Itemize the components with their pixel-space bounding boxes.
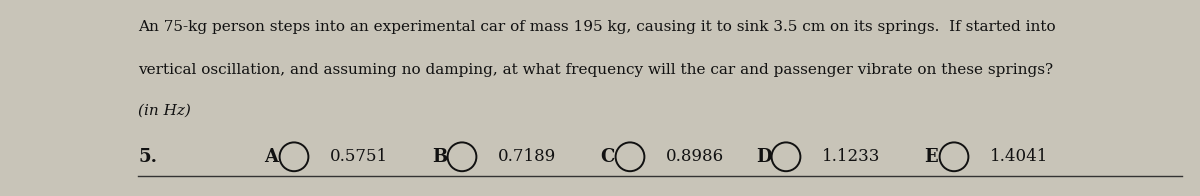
- Text: C: C: [600, 148, 614, 166]
- Text: 0.7189: 0.7189: [498, 148, 557, 165]
- Text: 1.1233: 1.1233: [822, 148, 881, 165]
- Text: vertical oscillation, and assuming no damping, at what frequency will the car an: vertical oscillation, and assuming no da…: [138, 63, 1054, 77]
- Text: 0.5751: 0.5751: [330, 148, 388, 165]
- Text: B: B: [432, 148, 448, 166]
- Text: E: E: [924, 148, 937, 166]
- Text: (in Hz): (in Hz): [138, 104, 191, 118]
- Text: A: A: [264, 148, 278, 166]
- Text: 5.: 5.: [138, 148, 157, 166]
- Text: An 75-kg person steps into an experimental car of mass 195 kg, causing it to sin: An 75-kg person steps into an experiment…: [138, 20, 1056, 34]
- Text: D: D: [756, 148, 772, 166]
- Text: 0.8986: 0.8986: [666, 148, 724, 165]
- Text: 1.4041: 1.4041: [990, 148, 1049, 165]
